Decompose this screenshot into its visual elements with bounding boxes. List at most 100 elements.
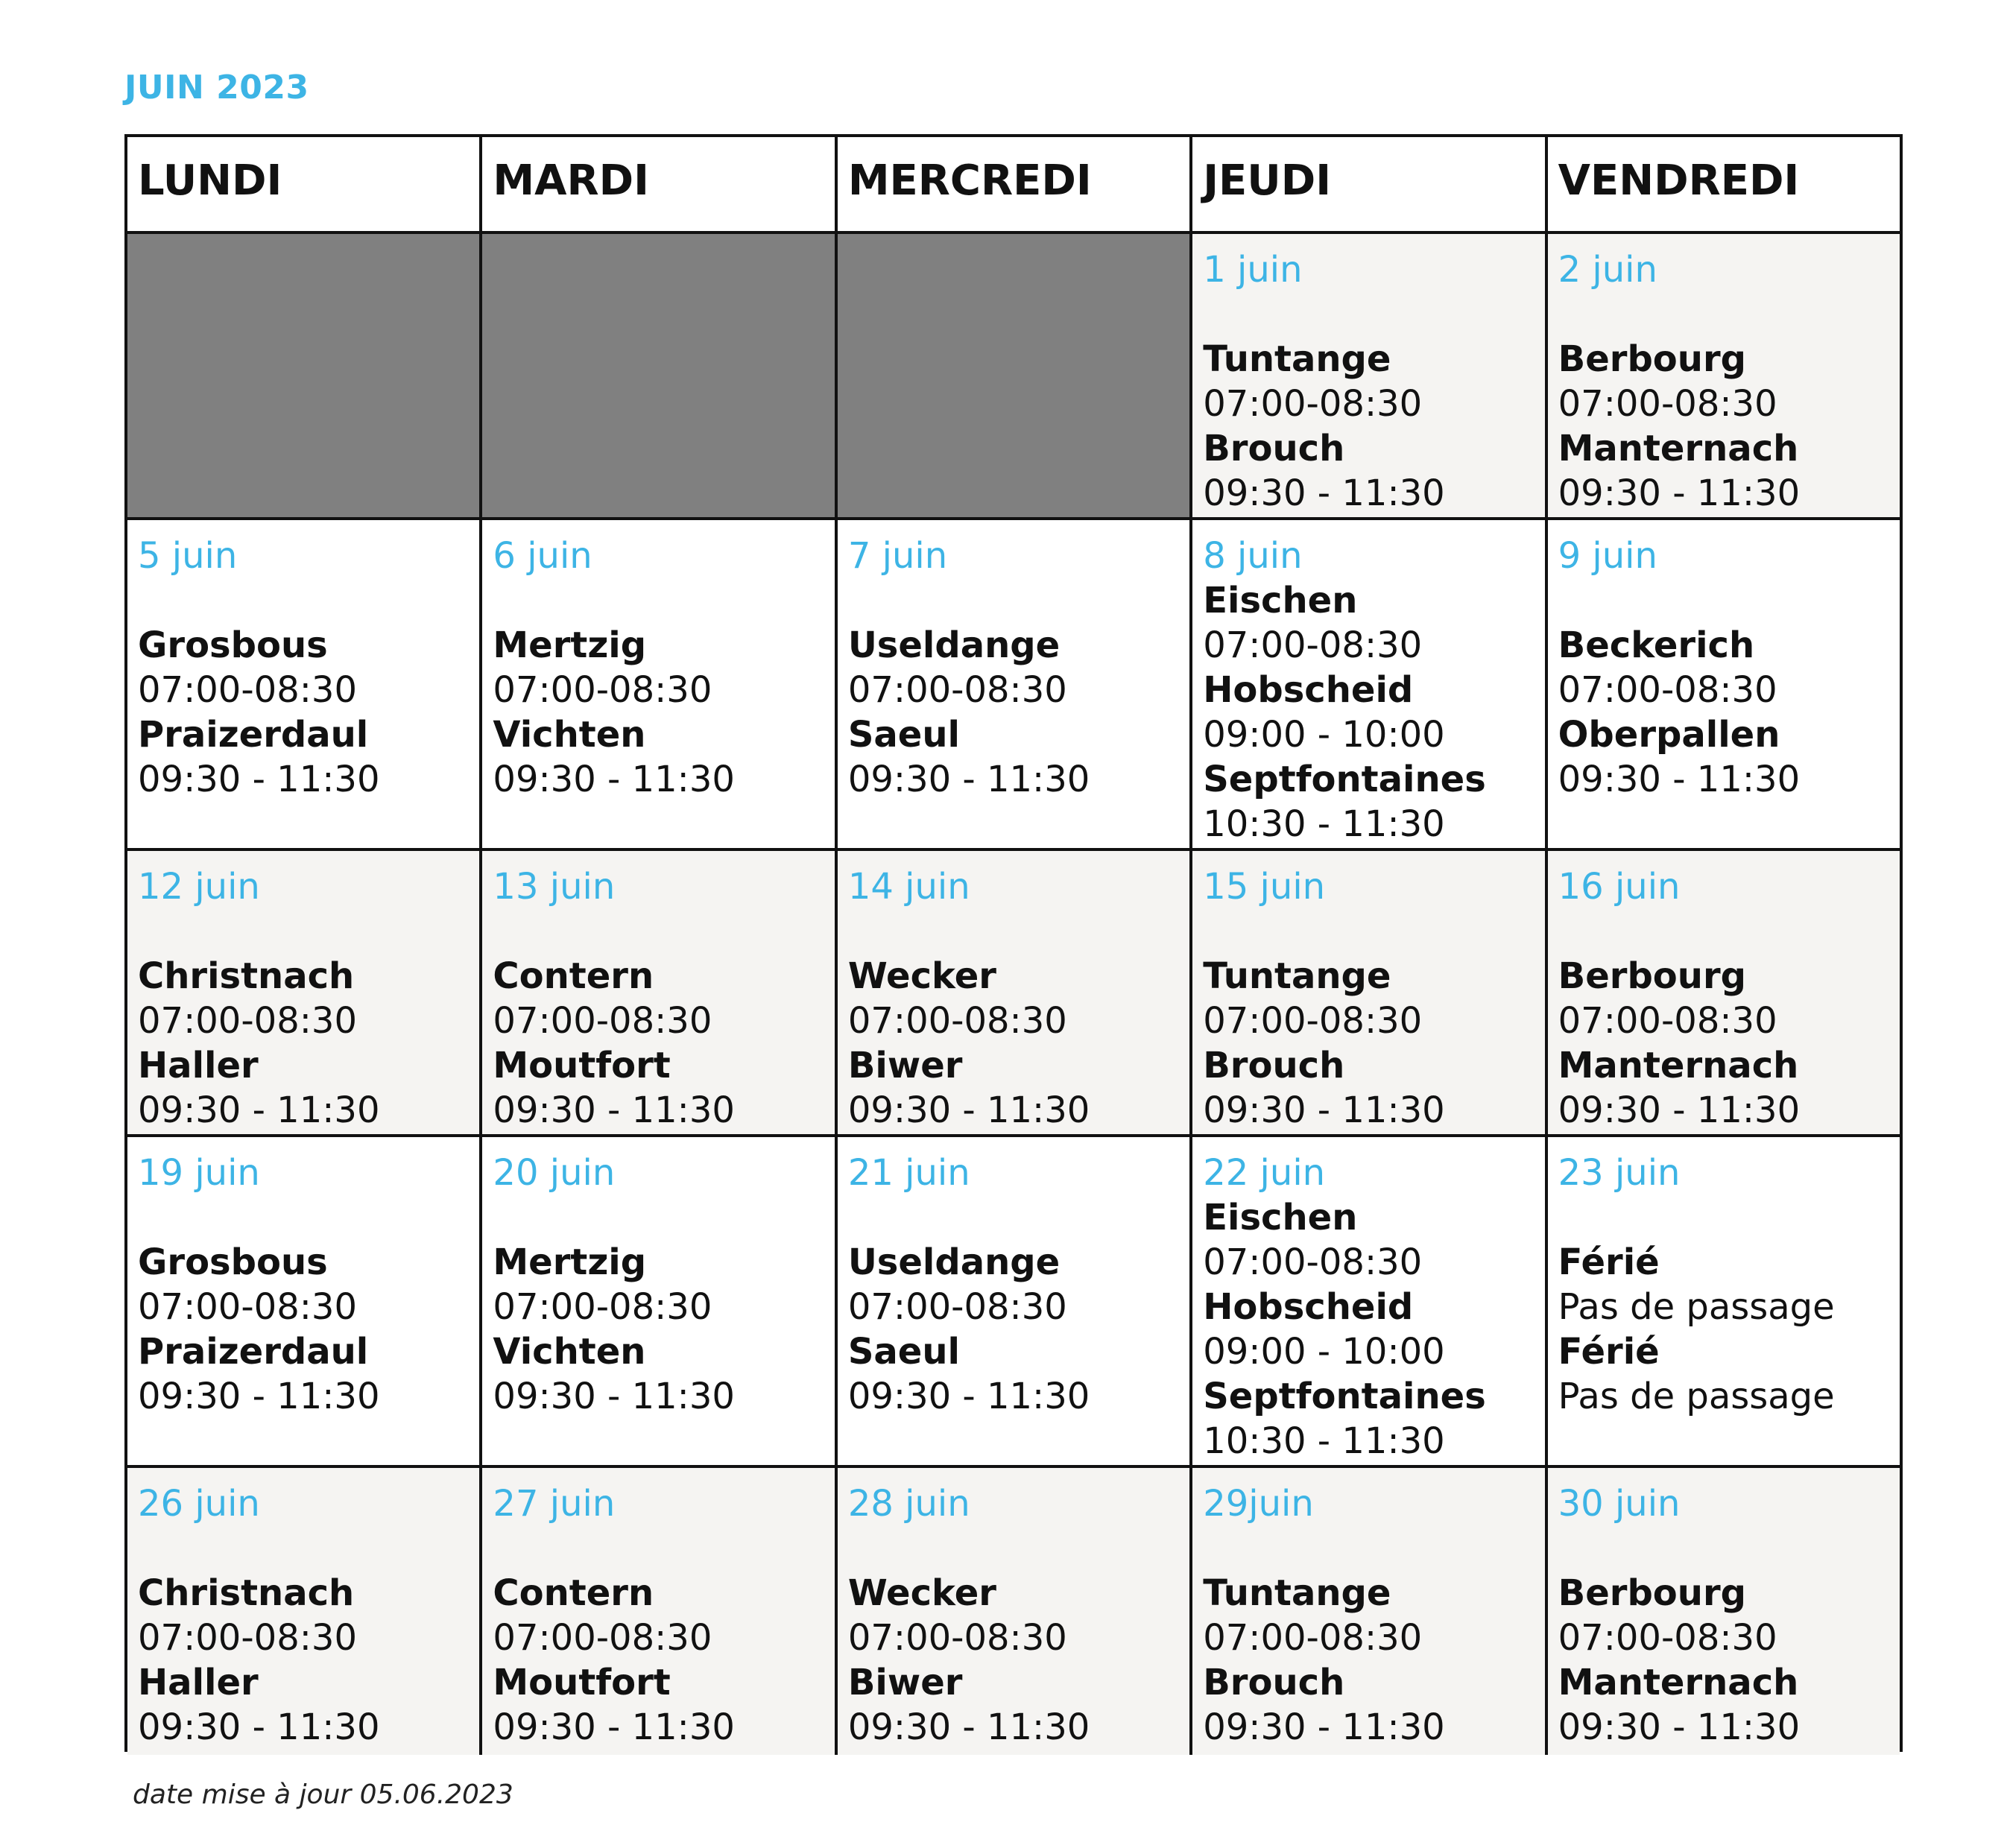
date-spacer [493, 1195, 834, 1240]
date-spacer [1558, 292, 1900, 337]
stop-list: Contern 07:00-08:30 Moutfort 09:30 - 11:30 [493, 954, 834, 1133]
stop-time: 09:30 - 11:30 [493, 1089, 735, 1131]
stop-location: Manternach [1558, 428, 1799, 469]
stop-list: Wecker 07:00-08:30 Biwer 09:30 - 11:30 [848, 954, 1189, 1133]
day-cell: 5 juin Grosbous 07:00-08:30 Praizerdaul 09:3… [127, 520, 483, 848]
day-cell: 27 juin Contern 07:00-08:30 Moutfort 09:30 -… [482, 1468, 838, 1755]
page-title: JUIN 2023 [124, 69, 309, 107]
day-cell: 2 juin Berbourg 07:00-08:30 Manternach 09:30… [1548, 234, 1900, 517]
stop-list: Useldange 07:00-08:30 Saeul 09:30 - 11:30 [848, 1240, 1189, 1419]
stop-location: Praizerdaul [138, 1331, 369, 1373]
stop-time: 07:00-08:30 [1558, 383, 1777, 425]
stop-location: Contern [493, 955, 654, 997]
stop-location: Christnach [138, 955, 355, 997]
stop-location: Manternach [1558, 1662, 1799, 1703]
stop-time: 07:00-08:30 [138, 1617, 357, 1659]
stop-location: Grosbous [138, 624, 328, 666]
day-cell: 13 juin Contern 07:00-08:30 Moutfort 09:30 -… [482, 851, 838, 1134]
stop-time: 07:00-08:30 [493, 1286, 712, 1328]
empty-day-cell [482, 234, 838, 517]
day-cell: 6 juin Mertzig 07:00-08:30 Vichten 09:30 - 1… [482, 520, 838, 848]
day-date: 9 juin [1558, 535, 1657, 577]
stop-location: Septfontaines [1203, 1376, 1486, 1417]
stop-time: 07:00-08:30 [847, 1617, 1067, 1659]
day-cell: 1 juin Tuntange 07:00-08:30 Brouch 09:30 - 1… [1192, 234, 1548, 517]
day-cell: 8 juin Eischen 07:00-08:30 Hobscheid 09:00 -… [1192, 520, 1548, 848]
stop-time: 07:00-08:30 [138, 1286, 357, 1328]
stop-location: Hobscheid [1203, 1286, 1414, 1328]
stop-list: Eischen 07:00-08:30 Hobscheid 09:00 - 10:00… [1203, 578, 1544, 847]
stop-time: 07:00-08:30 [493, 1000, 712, 1042]
stop-location: Berbourg [1558, 955, 1746, 997]
stop-list: Grosbous 07:00-08:30 Praizerdaul 09:30 - 11… [138, 1240, 479, 1419]
stop-time: 07:00-08:30 [1558, 1000, 1777, 1042]
date-spacer [848, 1526, 1189, 1571]
day-cell: 19 juin Grosbous 07:00-08:30 Praizerdaul 09:… [127, 1137, 483, 1465]
stop-location: Tuntange [1203, 338, 1391, 380]
stop-time: 07:00-08:30 [138, 669, 357, 711]
date-spacer [138, 1526, 479, 1571]
update-date-note: date mise à jour 05.06.2023 [133, 1779, 513, 1810]
stop-time: 09:30 - 11:30 [1558, 1089, 1801, 1131]
stop-location: Vichten [493, 714, 646, 756]
day-date: 6 juin [493, 535, 592, 577]
stop-location: Septfontaines [1203, 759, 1486, 800]
stop-location: Mertzig [493, 624, 647, 666]
day-date: 2 juin [1558, 249, 1657, 291]
stop-location: Grosbous [138, 1241, 328, 1283]
stop-location: Contern [493, 1572, 654, 1614]
stop-location: Hobscheid [1203, 669, 1414, 711]
day-cell: 16 juin Berbourg 07:00-08:30 Manternach 09:3… [1548, 851, 1900, 1134]
stop-list: Christnach 07:00-08:30 Haller 09:30 - 11:30 [138, 954, 479, 1133]
stop-location: Beckerich [1558, 624, 1755, 666]
stop-time: 07:00-08:30 [1203, 383, 1423, 425]
stop-location: Tuntange [1203, 955, 1391, 997]
stop-location: Biwer [847, 1045, 963, 1086]
day-date: 16 juin [1558, 866, 1681, 908]
date-spacer [1203, 292, 1544, 337]
stop-location: Berbourg [1558, 1572, 1746, 1614]
stop-location: Saeul [847, 1331, 960, 1373]
stop-location: Moutfort [493, 1045, 671, 1086]
stop-list: Beckerich 07:00-08:30 Oberpallen 09:30 - 11… [1558, 623, 1900, 802]
stop-location: Vichten [493, 1331, 646, 1373]
stop-location: Brouch [1203, 428, 1345, 469]
stop-time: 09:30 - 11:30 [493, 1376, 735, 1417]
stop-location: Eischen [1203, 1197, 1358, 1238]
stop-time: 09:30 - 11:30 [1558, 759, 1801, 800]
day-date: 15 juin [1203, 866, 1326, 908]
date-spacer [848, 909, 1189, 954]
stop-list: Férié Pas de passage Férié Pas de passage [1558, 1240, 1900, 1419]
stop-location: Brouch [1203, 1662, 1345, 1703]
stop-time: 09:30 - 11:30 [138, 1706, 380, 1748]
day-cell: 22 juin Eischen 07:00-08:30 Hobscheid 09:00 … [1192, 1137, 1548, 1465]
stop-location: Manternach [1558, 1045, 1799, 1086]
day-date: 13 juin [493, 866, 616, 908]
stop-time: 09:00 - 10:00 [1203, 1331, 1445, 1373]
empty-day-cell [127, 234, 483, 517]
stop-time: 09:30 - 11:30 [847, 1376, 1090, 1417]
stop-location: Moutfort [493, 1662, 671, 1703]
day-date: 8 juin [1203, 535, 1303, 577]
date-spacer [138, 909, 479, 954]
weekday-header-mercredi: MERCREDI [838, 137, 1193, 231]
stop-time: 07:00-08:30 [493, 1617, 712, 1659]
stop-location: Tuntange [1203, 1572, 1391, 1614]
day-date: 5 juin [138, 535, 238, 577]
date-spacer [493, 1526, 834, 1571]
stop-list: Contern 07:00-08:30 Moutfort 09:30 - 11:30 [493, 1571, 834, 1750]
stop-location: Wecker [847, 955, 996, 997]
date-spacer [138, 1195, 479, 1240]
day-cell: 14 juin Wecker 07:00-08:30 Biwer 09:30 - 11:… [838, 851, 1193, 1134]
stop-time: 07:00-08:30 [138, 1000, 357, 1042]
stop-location: Christnach [138, 1572, 355, 1614]
day-date: 23 juin [1558, 1152, 1681, 1194]
day-date: 14 juin [847, 866, 970, 908]
stop-time: 09:30 - 11:30 [847, 1706, 1090, 1748]
day-date: 27 juin [493, 1483, 616, 1525]
stop-location: Haller [138, 1662, 259, 1703]
date-spacer [1558, 909, 1900, 954]
date-spacer [493, 578, 834, 623]
day-cell: 29juin Tuntange 07:00-08:30 Brouch 09:30 - 1… [1192, 1468, 1548, 1755]
day-cell: 26 juin Christnach 07:00-08:30 Haller 09:30 … [127, 1468, 483, 1755]
